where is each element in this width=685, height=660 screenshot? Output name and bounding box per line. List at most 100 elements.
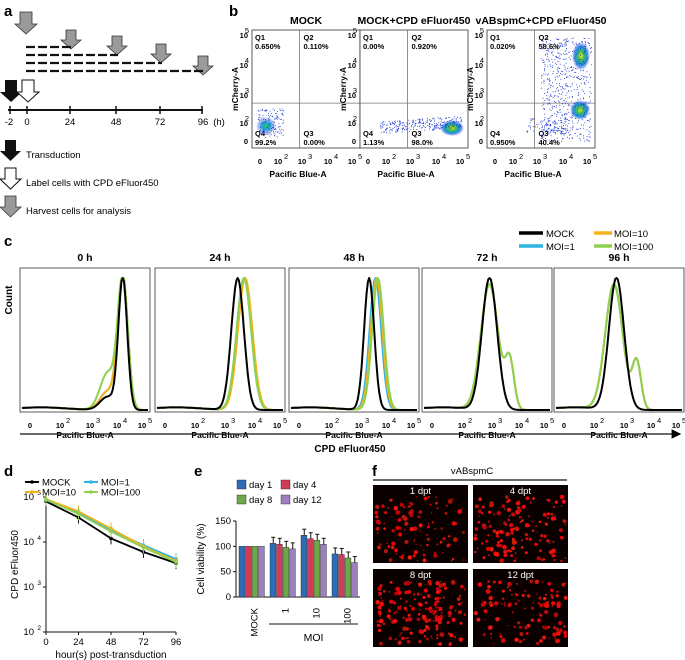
event-dot	[580, 78, 582, 80]
event-dot	[561, 140, 563, 142]
event-dot	[577, 49, 579, 51]
fluorescent-cell	[387, 506, 390, 509]
event-dot	[562, 71, 564, 73]
event-dot	[569, 96, 571, 98]
fluorescent-cell	[518, 625, 522, 629]
fluorescent-cell	[474, 527, 479, 531]
fluorescent-cell	[380, 597, 383, 599]
flow-ytick: 10	[475, 91, 483, 100]
event-dot	[577, 107, 579, 109]
event-dot	[573, 37, 575, 39]
event-dot	[460, 119, 462, 121]
fluorescent-cell	[459, 621, 463, 625]
event-dot	[568, 137, 570, 139]
event-dot	[551, 58, 553, 60]
fluorescent-cell	[391, 541, 396, 546]
event-dot	[543, 61, 545, 63]
event-dot	[547, 78, 549, 80]
event-dot	[449, 120, 451, 122]
fluorescent-cell	[412, 554, 416, 558]
event-dot	[276, 115, 278, 117]
flow-ytick: 10	[348, 31, 356, 40]
event-dot	[543, 129, 545, 131]
event-dot	[407, 127, 409, 129]
event-dot	[570, 75, 572, 77]
event-dot	[541, 75, 543, 77]
fluorescent-cell	[561, 582, 566, 587]
fluorescent-cell	[422, 558, 427, 563]
event-dot	[553, 47, 555, 49]
population-blob	[256, 117, 276, 135]
event-dot	[560, 127, 562, 129]
event-dot	[445, 126, 447, 128]
event-dot	[453, 116, 455, 118]
fluorescent-cell	[384, 511, 387, 515]
event-dot	[439, 118, 441, 120]
event-dot	[548, 108, 550, 110]
quadrant-name: Q4	[363, 129, 374, 138]
fluorescent-cell	[447, 499, 453, 504]
event-dot	[545, 129, 547, 131]
event-dot	[546, 42, 548, 44]
event-dot	[262, 122, 264, 124]
dashed-timelines	[26, 45, 204, 73]
event-dot	[422, 123, 424, 125]
fluorescent-cell	[376, 532, 379, 534]
event-dot	[550, 94, 552, 96]
event-dot	[561, 122, 563, 124]
event-dot	[541, 129, 543, 131]
event-dot	[565, 53, 567, 55]
event-dot	[578, 42, 580, 44]
event-dot	[438, 124, 440, 126]
event-dot	[560, 54, 562, 56]
fluorescent-cell	[524, 607, 526, 610]
histogram-title: 24 h	[209, 252, 230, 264]
e-ytick-label: 150	[215, 516, 231, 527]
event-dot	[580, 69, 582, 71]
d-ytick-label: 10	[23, 492, 34, 503]
fluorescent-cell	[426, 537, 430, 541]
fluorescent-cell	[448, 615, 451, 618]
fluorescent-cell	[535, 525, 538, 527]
fluorescent-cell	[426, 594, 431, 598]
event-dot	[565, 131, 567, 133]
event-dot	[573, 57, 575, 59]
event-dot	[561, 45, 563, 47]
event-dot	[571, 112, 573, 114]
e-ytick-label: 0	[226, 592, 231, 603]
event-dot	[452, 121, 454, 123]
fluorescent-cell	[399, 597, 403, 600]
event-dot	[551, 95, 553, 97]
event-dot	[558, 82, 560, 84]
event-dot	[584, 40, 586, 42]
event-dot	[563, 58, 565, 60]
fluorescent-cell	[488, 554, 490, 557]
d-xlabel: hour(s) post-transduction	[55, 650, 166, 660]
fluorescent-cell	[477, 520, 481, 524]
event-dot	[539, 128, 541, 130]
fluorescent-cell	[440, 580, 443, 583]
fluorescent-cell	[478, 497, 482, 502]
event-dot	[528, 125, 530, 127]
event-dot	[551, 130, 553, 132]
d-legend-marker	[89, 480, 93, 484]
event-dot	[570, 90, 572, 92]
quadrant-q4-value: 0.950%	[490, 138, 516, 147]
fluorescent-cell	[431, 637, 433, 639]
event-dot	[413, 122, 415, 124]
event-dot	[421, 127, 423, 129]
e-category-label: 10	[312, 608, 323, 619]
event-dot	[586, 76, 588, 78]
d-ytick-label: 10	[23, 627, 34, 638]
fluorescent-cell	[558, 528, 564, 533]
d-point	[141, 545, 146, 550]
d-ytick-exp: 5	[37, 490, 41, 497]
hist-xtick: 10	[620, 421, 628, 430]
panel-label-e: e	[194, 463, 202, 480]
event-dot	[550, 51, 552, 53]
fluorescent-cell	[435, 587, 440, 592]
micrograph: 1 dpt	[373, 485, 468, 563]
flow-ytick: 10	[348, 119, 356, 128]
event-dot	[562, 130, 564, 132]
